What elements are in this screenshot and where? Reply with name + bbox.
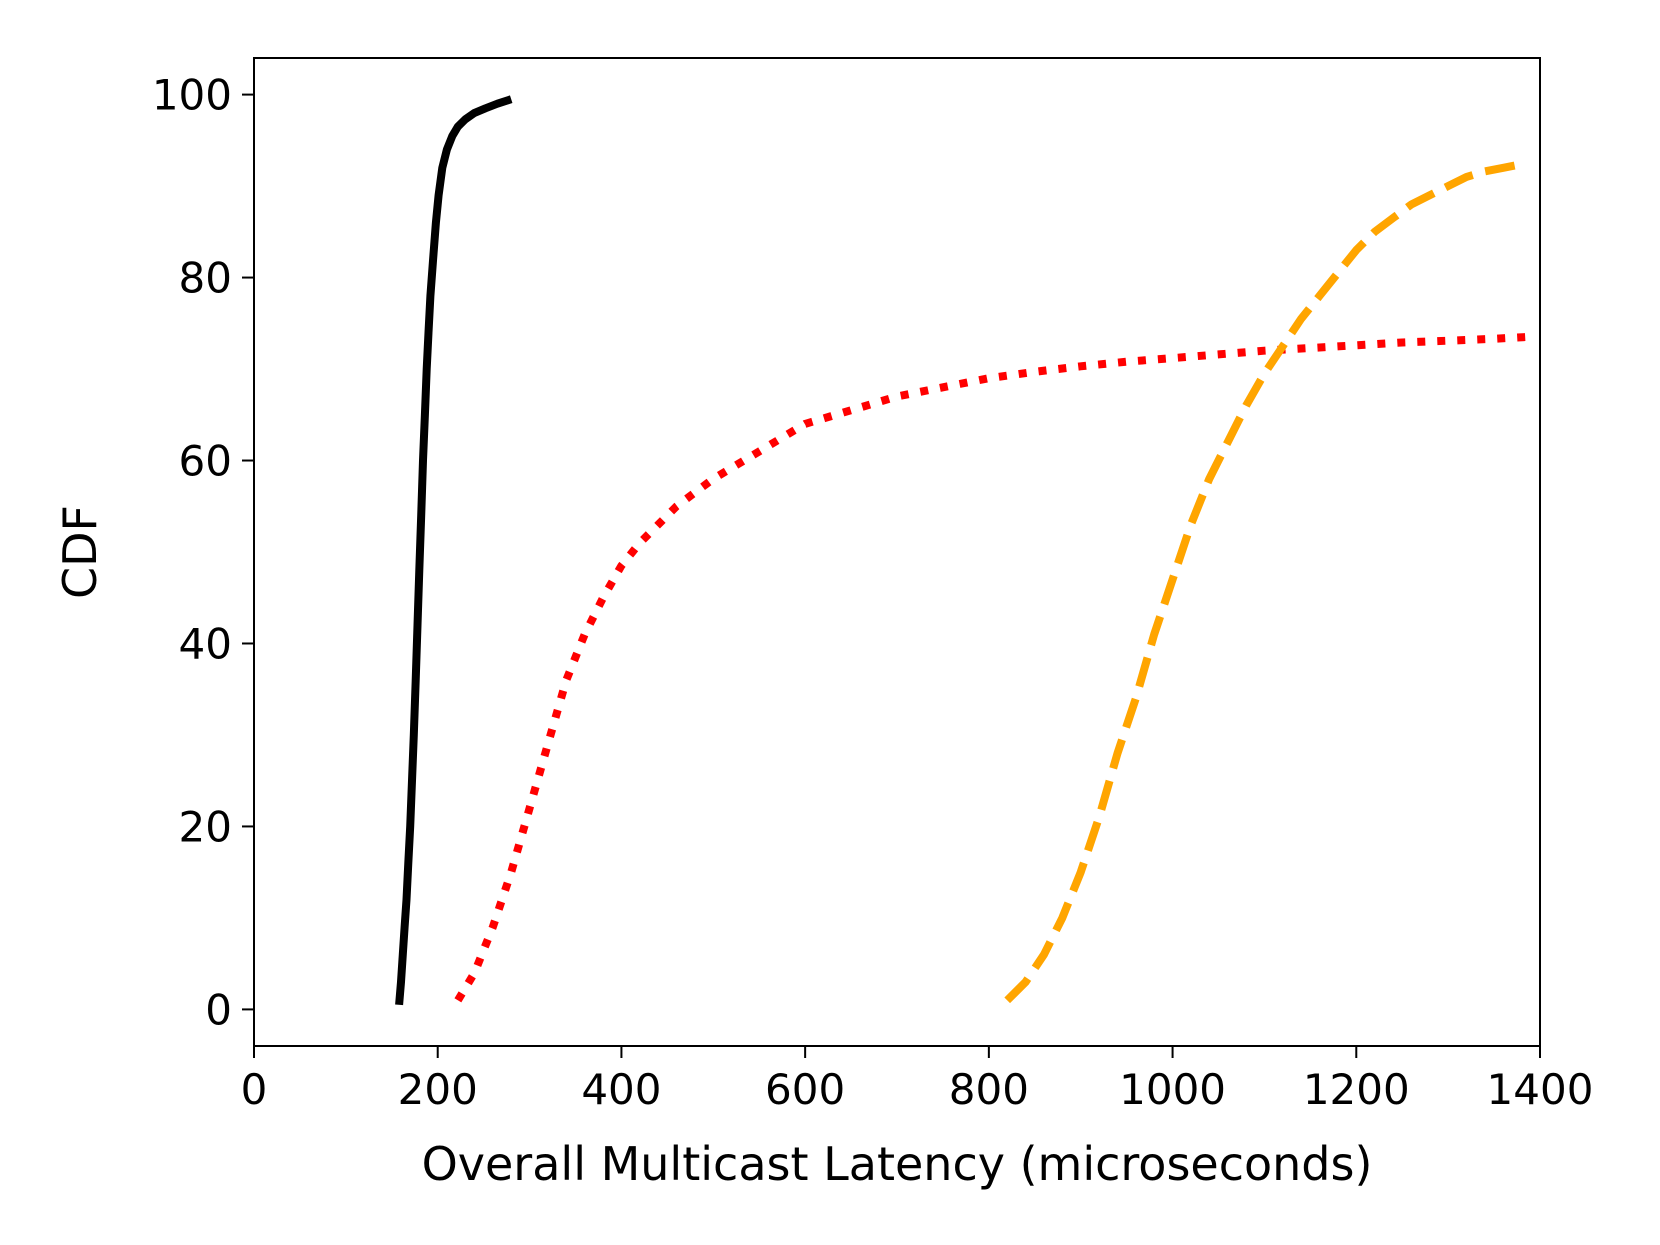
series-orange-dashed — [1004, 159, 1527, 1004]
y-tick-label: 20 — [179, 802, 232, 851]
x-tick-label: 1200 — [1303, 1065, 1410, 1114]
x-tick-label: 1400 — [1487, 1065, 1594, 1114]
plot-area — [395, 95, 1527, 1006]
y-tick-label: 0 — [205, 985, 232, 1034]
x-tick-label: 400 — [581, 1065, 661, 1114]
y-axis: 0 20 40 60 80 100 — [152, 71, 254, 1034]
x-tick-label: 600 — [765, 1065, 845, 1114]
x-axis-label: Overall Multicast Latency (microseconds) — [422, 1137, 1373, 1191]
y-tick-label: 80 — [179, 254, 232, 303]
x-tick-label: 1000 — [1119, 1065, 1226, 1114]
y-tick-label: 60 — [179, 437, 232, 486]
x-tick-label: 200 — [398, 1065, 478, 1114]
series-black-solid — [395, 95, 513, 1006]
axes-frame — [253, 57, 1541, 1047]
x-axis: 0 200 400 600 800 1000 1200 1400 — [241, 1046, 1594, 1114]
y-tick-label: 100 — [152, 71, 232, 120]
y-axis-label: CDF — [53, 505, 107, 599]
y-tick-label: 40 — [179, 619, 232, 668]
series-red-dotted — [454, 333, 1527, 1003]
x-tick-label: 0 — [241, 1065, 268, 1114]
x-tick-label: 800 — [949, 1065, 1029, 1114]
